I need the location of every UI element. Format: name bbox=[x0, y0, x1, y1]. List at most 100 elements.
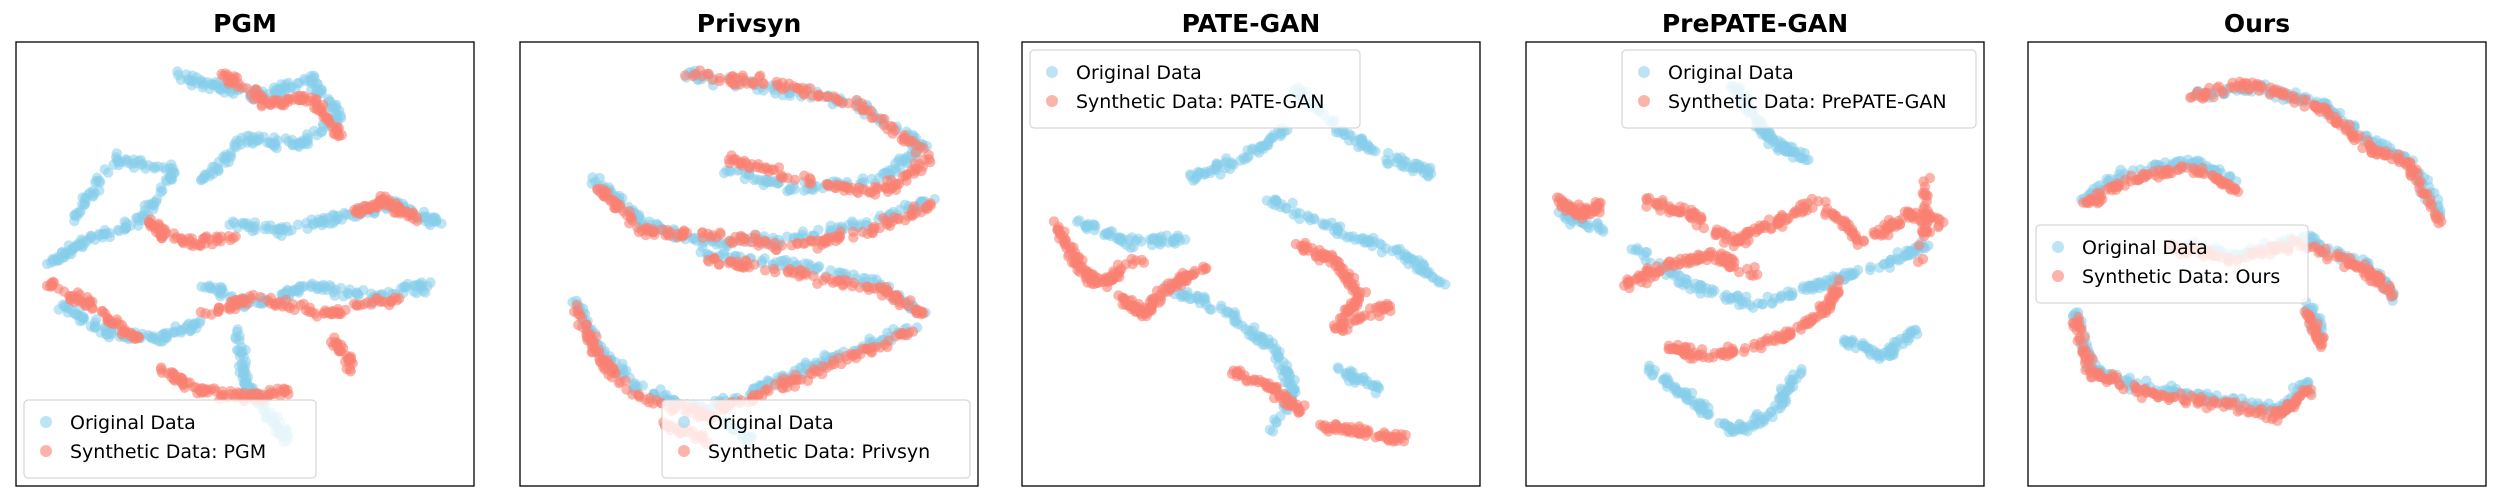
scatter-point bbox=[244, 131, 255, 142]
scatter-point bbox=[813, 90, 825, 102]
scatter-point bbox=[771, 76, 782, 88]
scatter-point bbox=[1679, 348, 1690, 360]
scatter-point bbox=[225, 234, 236, 246]
scatter-point bbox=[1399, 161, 1410, 173]
scatter-point bbox=[1580, 204, 1591, 216]
scatter-point bbox=[923, 154, 935, 165]
legend-marker bbox=[678, 416, 690, 428]
scatter-point bbox=[1699, 398, 1710, 410]
scatter-point bbox=[1072, 216, 1083, 227]
scatter-point bbox=[63, 240, 74, 251]
scatter-point bbox=[842, 276, 853, 287]
scatter-point bbox=[155, 330, 166, 342]
scatter-point bbox=[2203, 82, 2215, 94]
scatter-point bbox=[1290, 387, 1301, 398]
scatter-point bbox=[792, 82, 803, 94]
scatter-point bbox=[757, 77, 768, 89]
scatter-point bbox=[1376, 247, 1388, 258]
scatter-point bbox=[1807, 202, 1818, 213]
scatter-point bbox=[246, 390, 257, 402]
scatter-point bbox=[1314, 255, 1325, 266]
scatter-point bbox=[311, 129, 323, 141]
scatter-point bbox=[329, 290, 340, 301]
scatter-point bbox=[1821, 298, 1832, 310]
scatter-point bbox=[1231, 368, 1242, 379]
axes-frame bbox=[1525, 41, 1985, 487]
scatter-point bbox=[1261, 195, 1273, 206]
scatter-point bbox=[90, 177, 101, 188]
scatter-point bbox=[1424, 266, 1435, 278]
legend-label: Synthetic Data: Privsyn bbox=[708, 441, 930, 463]
scatter-point bbox=[925, 200, 936, 211]
scatter-point bbox=[218, 390, 229, 401]
scatter-point bbox=[600, 191, 611, 202]
scatter-point bbox=[907, 204, 918, 215]
scatter-point bbox=[1227, 310, 1239, 321]
scatter-point bbox=[250, 224, 261, 235]
scatter-point bbox=[840, 181, 851, 192]
scatter-point bbox=[1220, 162, 1231, 174]
scatter-point bbox=[1919, 181, 1931, 192]
scatter-point bbox=[1717, 256, 1728, 267]
scatter-point bbox=[782, 186, 793, 197]
scatter-point bbox=[724, 157, 735, 169]
scatter-point bbox=[591, 331, 602, 342]
scatter-point bbox=[1761, 131, 1773, 143]
scatter-point bbox=[292, 140, 303, 151]
scatter-point bbox=[886, 174, 897, 186]
panel-title: Ours bbox=[2224, 9, 2290, 38]
scatter-point bbox=[917, 161, 929, 172]
scatter-point bbox=[1136, 254, 1147, 266]
scatter-point bbox=[1112, 267, 1124, 278]
scatter-point bbox=[268, 82, 280, 93]
legend-label: Synthetic Data: PATE-GAN bbox=[1076, 91, 1324, 113]
legend-label: Original Data bbox=[708, 412, 834, 434]
scatter-point bbox=[1723, 426, 1735, 438]
scatter-point bbox=[87, 303, 98, 314]
scatter-point bbox=[1669, 270, 1680, 281]
scatter-point bbox=[398, 281, 409, 292]
scatter-point bbox=[1228, 159, 1239, 170]
scatter-point bbox=[65, 293, 76, 305]
scatter-point bbox=[821, 178, 833, 190]
scatter-point bbox=[743, 262, 755, 273]
scatter-point bbox=[1933, 221, 1944, 233]
scatter-point bbox=[1922, 209, 1933, 221]
scatter-point bbox=[1917, 253, 1929, 265]
scatter-point bbox=[1143, 305, 1154, 317]
scatter-point bbox=[271, 97, 282, 109]
scatter-point bbox=[312, 78, 323, 90]
scatter-point bbox=[202, 77, 213, 88]
scatter-point bbox=[201, 169, 212, 180]
scatter-point bbox=[714, 72, 725, 84]
scatter-point bbox=[1199, 293, 1211, 305]
legend-marker bbox=[40, 445, 52, 457]
scatter-point bbox=[1748, 270, 1759, 281]
scatter-point bbox=[1858, 235, 1869, 246]
panel-title: PrePATE-GAN bbox=[1662, 9, 1848, 38]
scatter-point bbox=[902, 169, 913, 180]
scatter-point bbox=[798, 88, 810, 99]
scatter-point bbox=[1690, 282, 1701, 294]
scatter-point bbox=[1716, 347, 1727, 358]
scatter-point bbox=[760, 265, 771, 276]
scatter-point bbox=[1275, 127, 1286, 139]
scatter-point bbox=[1833, 274, 1845, 286]
scatter-point bbox=[718, 248, 729, 260]
scatter-point bbox=[269, 141, 280, 152]
scatter-point bbox=[1205, 165, 1216, 176]
scatter-point bbox=[831, 276, 842, 287]
scatter-point bbox=[1356, 137, 1368, 148]
scatter-point bbox=[167, 368, 178, 379]
scatter-point bbox=[233, 78, 244, 89]
scatter-point bbox=[1348, 373, 1359, 384]
scatter-point bbox=[73, 238, 84, 249]
scatter-point bbox=[727, 78, 739, 89]
scatter-point bbox=[889, 290, 900, 302]
scatter-point bbox=[1326, 217, 1337, 228]
scatter-point bbox=[798, 238, 809, 249]
scatter-point bbox=[867, 227, 879, 239]
axes-frame bbox=[1021, 41, 1481, 487]
scatter-point bbox=[1779, 145, 1790, 156]
